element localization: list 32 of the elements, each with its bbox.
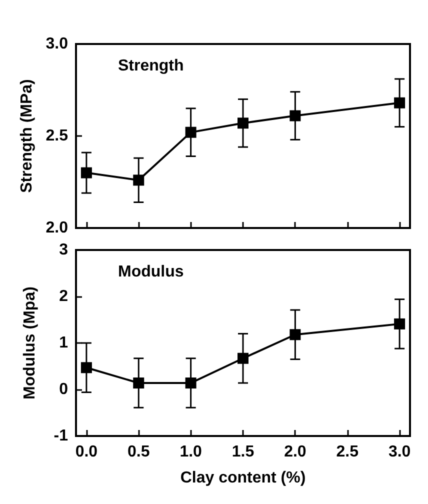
point xyxy=(80,362,92,374)
y-tick-label: 1 xyxy=(59,334,68,352)
x-tick-label: 2.5 xyxy=(336,444,359,460)
point xyxy=(133,174,144,186)
point xyxy=(394,318,406,330)
y-axis-title: Modulus (Mpa) xyxy=(22,286,38,400)
y-tick-label: 2.0 xyxy=(46,220,68,236)
x-tick-label: 0.0 xyxy=(75,444,98,460)
point xyxy=(185,126,196,138)
point xyxy=(290,110,301,122)
point xyxy=(80,167,92,178)
x-tick-label: 0.5 xyxy=(128,444,150,460)
x-tick-label: 1.0 xyxy=(180,444,202,460)
x-tick-label: 1.5 xyxy=(232,444,254,460)
annotation: Modulus xyxy=(118,264,184,280)
point xyxy=(133,377,144,388)
y-tick-label: 0 xyxy=(59,381,68,398)
y-tick-label: 3.0 xyxy=(46,36,68,52)
point xyxy=(290,329,301,340)
y-tick-label: 2.5 xyxy=(46,128,68,144)
point xyxy=(185,377,196,388)
y-tick-label: 3 xyxy=(59,242,68,258)
point xyxy=(238,352,248,364)
annotation: Strength xyxy=(118,58,184,74)
x-tick-label: 3.0 xyxy=(388,444,411,460)
x-axis-title: Clay content (%) xyxy=(180,470,306,486)
x-tick-label: 2.0 xyxy=(284,444,306,460)
point xyxy=(238,118,248,129)
point xyxy=(394,97,406,108)
y-tick-label: 2 xyxy=(59,288,68,305)
y-tick-label: -1 xyxy=(54,428,68,444)
y-axis-title: Strength (MPa) xyxy=(18,79,36,193)
